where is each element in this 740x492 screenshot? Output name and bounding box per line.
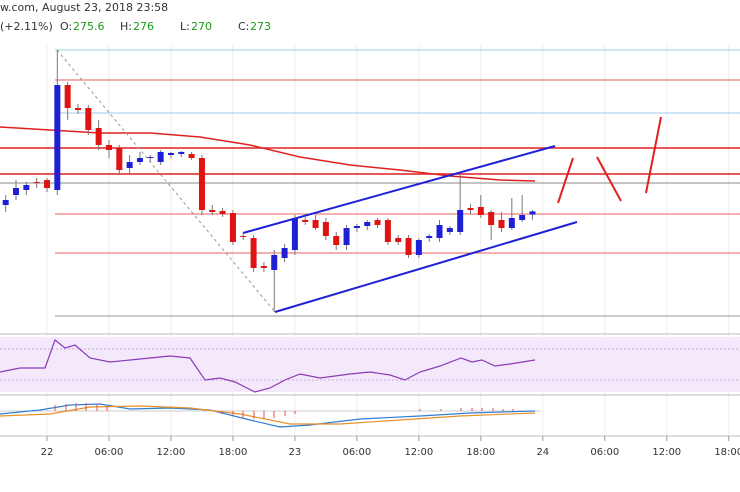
- ohlc-label: O:: [60, 20, 72, 33]
- candle-body: [436, 225, 443, 238]
- signal-line: [0, 405, 536, 425]
- candle-body: [529, 211, 536, 215]
- candle-body: [23, 185, 30, 190]
- candles: [2, 50, 536, 312]
- candle-body: [167, 153, 174, 155]
- candle-body: [498, 220, 505, 228]
- candle-body: [33, 182, 40, 183]
- ohlc-label: L:: [180, 20, 190, 33]
- projection: [557, 157, 574, 204]
- candle-body: [508, 218, 515, 228]
- candle-body: [126, 162, 133, 168]
- x-tick-label: 22: [41, 447, 54, 458]
- candle-body: [43, 180, 50, 188]
- candle-body: [271, 255, 278, 270]
- moving-average: [0, 126, 536, 182]
- candle-body: [178, 152, 185, 154]
- x-tick-label: 12:00: [652, 447, 681, 458]
- candle-body: [364, 222, 371, 226]
- macd-panel: [0, 403, 740, 437]
- candle-body: [95, 128, 102, 145]
- x-tick-label: 12:00: [157, 447, 186, 458]
- candle-body: [477, 207, 484, 215]
- candle-body: [488, 212, 495, 225]
- candle-body: [312, 220, 319, 228]
- rsi-line: [0, 339, 536, 393]
- candle-body: [353, 226, 360, 228]
- x-tick-label: 18:00: [466, 447, 495, 458]
- candle-body: [395, 238, 402, 242]
- candle-body: [302, 220, 309, 222]
- candle-body: [157, 152, 164, 162]
- ohlc-value: 275.6: [73, 20, 105, 33]
- candle-body: [250, 238, 257, 268]
- candle-body: [188, 154, 195, 158]
- candle-body: [322, 222, 329, 236]
- x-tick-label: 18:00: [219, 447, 248, 458]
- candle-body: [426, 236, 433, 238]
- candle-body: [229, 213, 236, 242]
- candle-body: [219, 211, 226, 214]
- candle-body: [85, 108, 92, 130]
- candle-body: [74, 108, 81, 110]
- candle-body: [136, 158, 143, 162]
- candle-body: [446, 228, 453, 232]
- candle-body: [240, 236, 247, 237]
- price-levels: [0, 49, 740, 317]
- ohlc-readout: (+2.11%) O: 275.6 H: 276 L: 270 C: 273: [0, 20, 271, 33]
- chart-title: w.com, August 23, 2018 23:58: [0, 1, 168, 14]
- candle-body: [291, 218, 298, 250]
- candle-body: [281, 248, 288, 258]
- candle-body: [333, 236, 340, 245]
- macd-histogram: [54, 403, 514, 419]
- candle-body: [13, 188, 20, 195]
- rsi-band: [0, 337, 740, 392]
- candle-body: [415, 240, 422, 255]
- candle-body: [105, 145, 112, 150]
- change: (+2.11%): [0, 20, 53, 33]
- candle-body: [209, 210, 216, 212]
- candle-body: [405, 238, 412, 255]
- trend-line: [274, 221, 578, 313]
- candle-body: [467, 208, 474, 210]
- candle-body: [519, 215, 526, 220]
- fib-line: [56, 49, 276, 313]
- candle-body: [457, 210, 464, 232]
- candle-body: [54, 85, 61, 190]
- candle-body: [64, 85, 71, 108]
- x-tick-label: 12:00: [404, 447, 433, 458]
- macd-line: [0, 403, 536, 428]
- candle-body: [198, 158, 205, 210]
- x-tick-label: 06:00: [590, 447, 619, 458]
- candle-body: [147, 157, 154, 158]
- x-tick-label: 24: [536, 447, 549, 458]
- projection: [596, 156, 622, 202]
- candle-body: [2, 200, 9, 205]
- candle-body: [374, 220, 381, 225]
- x-tick-label: 18:00: [714, 447, 740, 458]
- candle-body: [384, 220, 391, 242]
- rsi-panel: [0, 333, 740, 396]
- ohlc-value: 270: [191, 20, 212, 33]
- candle-body: [260, 266, 267, 268]
- ohlc-value: 276: [133, 20, 154, 33]
- ohlc-label: C:: [238, 20, 249, 33]
- x-axis: 22 06:00 12:00 18:00 23 06:00 12:00 18:00 24 06:0…: [41, 436, 740, 458]
- projection: [645, 116, 662, 194]
- candle-body: [343, 228, 350, 245]
- candle-body: [116, 148, 123, 170]
- ohlc-value: 273: [250, 20, 271, 33]
- ohlc-label: H:: [120, 20, 132, 33]
- x-tick-label: 23: [289, 447, 302, 458]
- x-tick-label: 06:00: [342, 447, 371, 458]
- x-tick-label: 06:00: [95, 447, 124, 458]
